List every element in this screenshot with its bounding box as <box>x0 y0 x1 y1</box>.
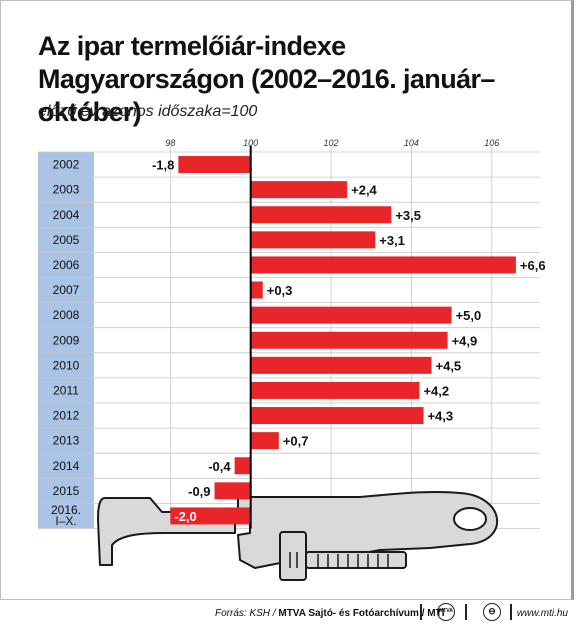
year-label: 2016. I–X. <box>51 503 81 528</box>
value-label: +4,3 <box>427 409 453 424</box>
value-label: +3,5 <box>395 208 421 223</box>
year-label-line: I–X. <box>55 514 76 528</box>
pipe-wrench-icon <box>97 490 498 581</box>
year-label: 2015 <box>53 484 80 498</box>
chart-title: Az ipar termelőiár-indexe Magyarországon… <box>38 31 495 127</box>
value-label: -0,9 <box>188 484 210 499</box>
year-label: 2007 <box>53 283 80 297</box>
bar <box>178 156 251 174</box>
year-label: 2010 <box>53 358 80 372</box>
year-label: 2006 <box>53 258 80 272</box>
year-label: 2003 <box>53 183 80 197</box>
year-label: 2008 <box>53 308 80 322</box>
bar <box>250 206 392 224</box>
year-label: 2004 <box>53 208 80 222</box>
x-tick-label: 104 <box>404 138 419 148</box>
bars <box>170 156 516 525</box>
x-tick-label: 98 <box>165 138 175 148</box>
value-label: +4,9 <box>452 333 478 348</box>
x-tick-label: 100 <box>243 138 258 148</box>
bar <box>250 181 348 199</box>
mtva-logo: MTVA <box>437 603 455 621</box>
separator <box>510 604 512 620</box>
bar <box>250 256 516 274</box>
mti-logo-icon: ⊖ <box>483 603 501 621</box>
year-label: 2014 <box>53 459 80 473</box>
value-label: -1,8 <box>152 158 174 173</box>
value-label: +0,3 <box>267 283 293 298</box>
value-label: +6,6 <box>520 258 546 273</box>
year-label: 2012 <box>53 409 80 423</box>
value-labels: -1,8 +2,4 +3,5 +3,1 +6,6 +0,3 +5,0 +4,9 +4,5 +4,2… <box>152 158 546 524</box>
value-label: -0,4 <box>208 459 231 474</box>
separator <box>420 604 422 620</box>
bar <box>250 331 448 349</box>
year-column <box>38 152 94 529</box>
chart-subtitle: előző év azonos időszaka=100 <box>38 103 258 120</box>
bar-chart: 98 100 102 104 106 -1,8 +2,4 +3,5 +3,1 +6,6 +0,3 +… <box>38 138 546 581</box>
x-tick-label: 102 <box>324 138 339 148</box>
bar <box>234 457 251 475</box>
year-label-line: 2016. <box>51 503 81 517</box>
bar <box>250 356 432 374</box>
value-label: +2,4 <box>351 183 377 198</box>
value-label: +0,7 <box>283 434 309 449</box>
bar <box>250 231 376 249</box>
footer: Forrás: KSH / MTVA Sajtó- és Fotóarchívu… <box>0 600 578 625</box>
year-label: 2002 <box>53 158 80 172</box>
year-label: 2013 <box>53 434 80 448</box>
value-label: +4,2 <box>423 383 449 398</box>
website-link[interactable]: www.mti.hu <box>516 608 568 619</box>
value-label: +4,5 <box>436 358 462 373</box>
bar <box>250 407 424 425</box>
bar <box>170 507 251 525</box>
year-label: 2005 <box>53 233 80 247</box>
year-label: 2009 <box>53 333 80 347</box>
bar <box>214 482 251 500</box>
bar <box>250 432 279 450</box>
bar <box>250 381 420 399</box>
value-label: -2,0 <box>174 509 196 524</box>
value-label: +3,1 <box>379 233 405 248</box>
year-label: 2011 <box>53 383 79 397</box>
separator <box>465 604 467 620</box>
value-label: +5,0 <box>456 308 482 323</box>
x-axis-ticks: 98 100 102 104 106 <box>165 138 499 148</box>
bar <box>250 306 452 324</box>
year-labels: 2002 2003 2004 2005 2006 2007 2008 2009 2010 2011… <box>51 158 81 528</box>
x-tick-label: 106 <box>484 138 499 148</box>
year-column-bg <box>38 152 94 529</box>
bar <box>250 281 263 299</box>
source-credit: Forrás: KSH / MTVA Sajtó- és Fotóarchívu… <box>215 608 445 619</box>
